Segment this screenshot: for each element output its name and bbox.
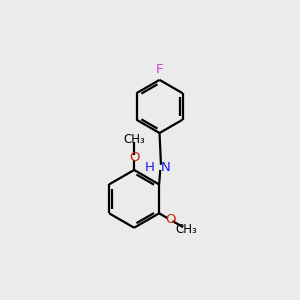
Text: F: F [156,63,163,76]
Text: CH₃: CH₃ [176,223,198,236]
Text: N: N [161,160,170,174]
Text: H: H [145,160,154,174]
Text: O: O [165,213,175,226]
Text: CH₃: CH₃ [123,133,145,146]
Text: O: O [129,151,140,164]
